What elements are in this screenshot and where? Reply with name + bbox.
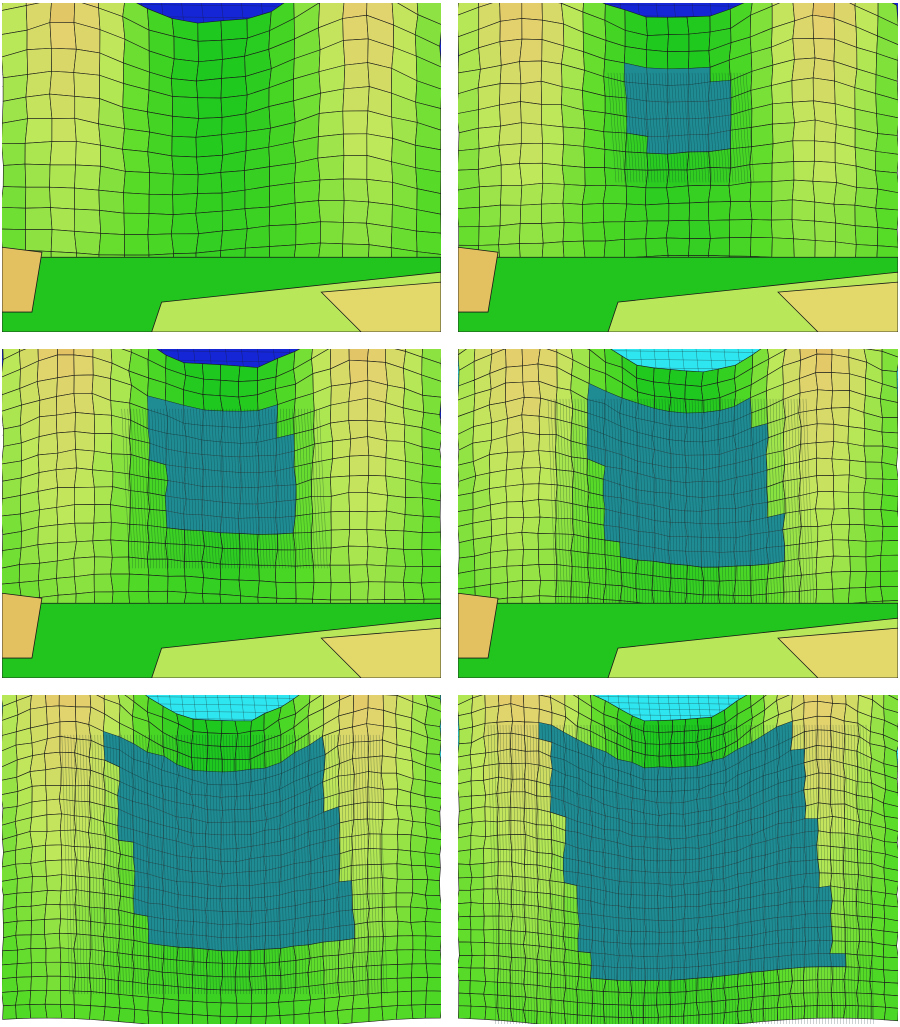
terrain-mesh-2 [458, 3, 898, 332]
foreground-coarse-mesh [2, 246, 441, 332]
foreground-coarse-mesh [458, 592, 898, 678]
terrain-mesh-4 [458, 349, 898, 678]
foreground-coarse-mesh [458, 246, 898, 332]
refined-canyon-mesh [487, 724, 874, 1024]
terrain-panel-5 [2, 695, 441, 1024]
terrain-surface [2, 3, 441, 332]
terrain-mesh-6 [458, 695, 898, 1024]
terrain-panel-4 [458, 349, 898, 678]
terrain-mesh-3 [2, 349, 441, 678]
terrain-panel-3 [2, 349, 441, 678]
refined-canyon-mesh [607, 72, 755, 183]
terrain-panel-2 [458, 3, 898, 332]
refined-canyon-mesh [61, 734, 388, 995]
terrain-surface [2, 695, 441, 1024]
refined-canyon-mesh [121, 408, 328, 569]
terrain-mesh-5 [2, 695, 441, 1024]
terrain-surface [458, 695, 898, 1024]
refined-canyon-mesh [547, 398, 815, 609]
terrain-panel-1 [2, 3, 441, 332]
terrain-mesh-1 [2, 3, 441, 332]
terrain-panel-6 [458, 695, 898, 1024]
foreground-coarse-mesh [2, 592, 441, 678]
